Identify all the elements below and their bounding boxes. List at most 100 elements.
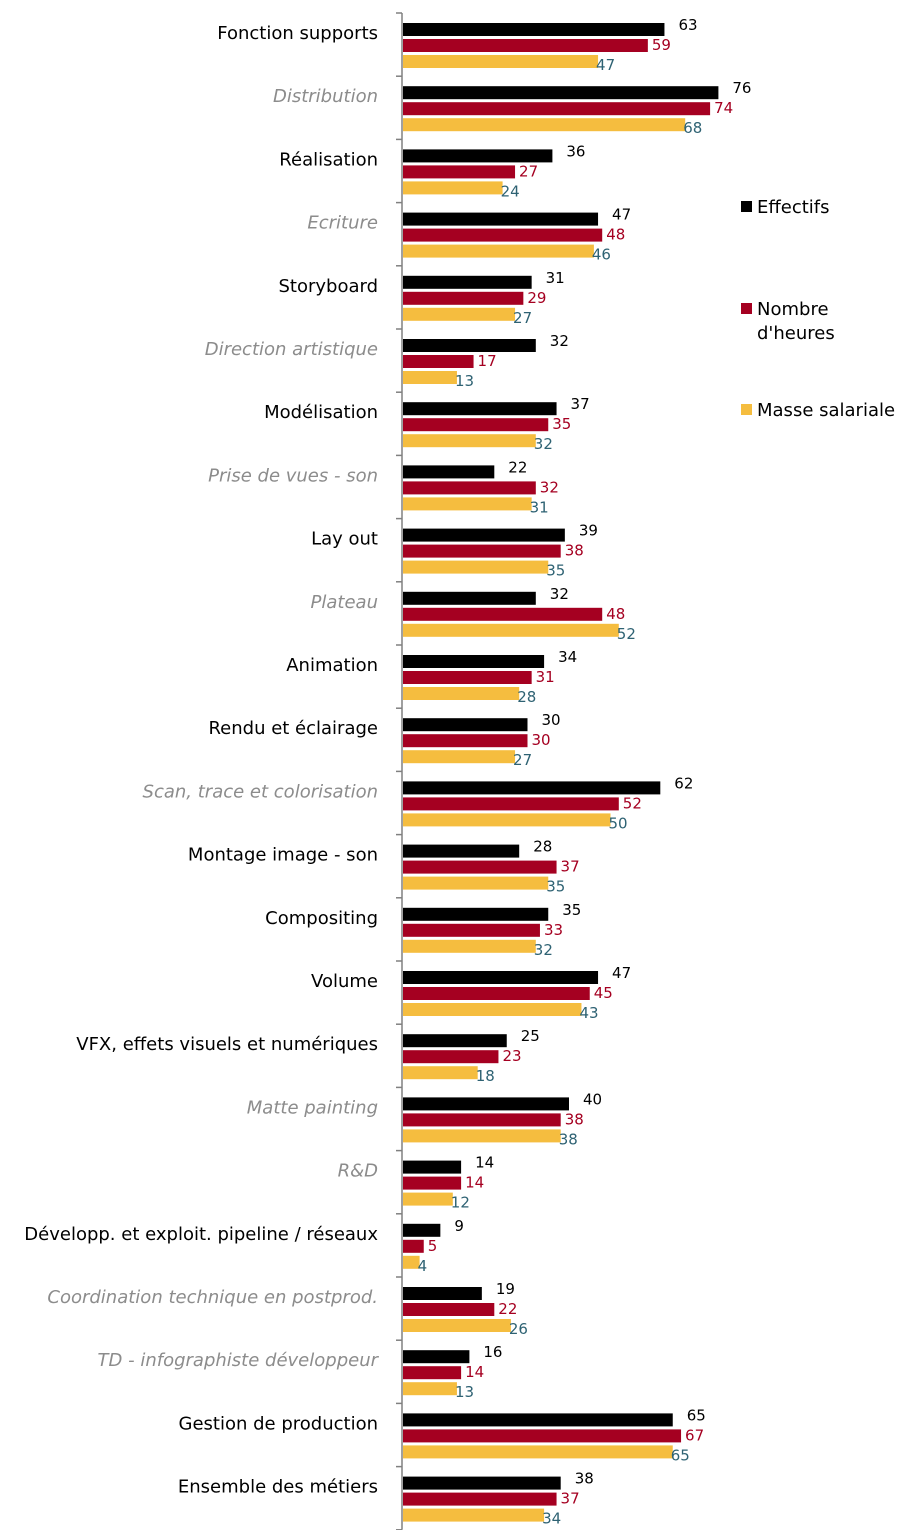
bar-effectifs-vfx-effets-visuels-et-numeriques	[403, 1034, 507, 1048]
value-label-effectifs-vfx-effets-visuels-et-numeriques: 25	[521, 1027, 540, 1045]
bar-nombre-d-heures-lay-out	[403, 544, 561, 558]
value-label-effectifs-ecriture: 47	[612, 206, 631, 224]
bar-effectifs-gestion-de-production	[403, 1413, 673, 1427]
bar-masse-salariale-modelisation	[403, 434, 536, 448]
value-label-masse-salariale-animation: 28	[517, 688, 536, 706]
bar-nombre-d-heures-modelisation	[403, 418, 549, 432]
category-label-scan-trace-et-colorisation: Scan, trace et colorisation	[143, 781, 378, 802]
bar-masse-salariale-coordination-technique-en-postprod	[403, 1319, 511, 1332]
value-label-effectifs-coordination-technique-en-postprod: 19	[496, 1280, 515, 1298]
value-label-masse-salariale-rendu-et-eclairage: 27	[513, 751, 532, 769]
value-label-masse-salariale-developp-et-exploit-pipeline-reseaux: 4	[418, 1257, 428, 1275]
value-label-nombre-d-heures-td-infographiste-developpeur: 14	[465, 1363, 484, 1381]
legend-label-nombre-d-heures: Nombre	[757, 299, 829, 320]
category-axis	[396, 12, 403, 1530]
bar-nombre-d-heures-plateau	[403, 607, 603, 621]
value-label-nombre-d-heures-matte-painting: 38	[565, 1110, 584, 1128]
value-label-nombre-d-heures-ensemble-des-metiers: 37	[561, 1490, 580, 1508]
bar-masse-salariale-direction-artistique	[403, 371, 457, 384]
value-label-nombre-d-heures-coordination-technique-en-postprod: 22	[498, 1300, 517, 1318]
value-label-masse-salariale-storyboard: 27	[513, 309, 532, 327]
value-label-masse-salariale-lay-out: 35	[546, 562, 565, 580]
value-label-effectifs-r-d: 14	[475, 1154, 494, 1172]
value-label-effectifs-modelisation: 37	[571, 395, 590, 413]
value-label-masse-salariale-td-infographiste-developpeur: 13	[455, 1383, 474, 1401]
bar-nombre-d-heures-scan-trace-et-colorisation	[403, 797, 619, 811]
value-label-effectifs-developp-et-exploit-pipeline-reseaux: 9	[454, 1217, 464, 1235]
bar-effectifs-td-infographiste-developpeur	[403, 1350, 470, 1364]
category-labels: Fonction supports Distribution Réalisation…	[24, 23, 379, 1498]
bar-effectifs-animation	[403, 655, 545, 668]
category-label-vfx-effets-visuels-et-numeriques: VFX, effets visuels et numériques	[76, 1034, 378, 1055]
value-label-effectifs-prise-de-vues-son: 22	[508, 458, 527, 476]
category-label-ensemble-des-metiers: Ensemble des métiers	[178, 1477, 378, 1498]
bar-nombre-d-heures-rendu-et-eclairage	[403, 734, 528, 748]
bar-effectifs-developp-et-exploit-pipeline-reseaux	[403, 1223, 441, 1237]
value-label-nombre-d-heures-realisation: 27	[519, 162, 538, 180]
value-label-nombre-d-heures-direction-artistique: 17	[478, 352, 497, 370]
value-label-effectifs-scan-trace-et-colorisation: 62	[674, 774, 693, 792]
bar-masse-salariale-td-infographiste-developpeur	[403, 1382, 457, 1396]
bar-nombre-d-heures-animation	[403, 671, 532, 684]
category-label-distribution: Distribution	[273, 86, 378, 107]
bars	[403, 23, 719, 1522]
bar-nombre-d-heures-prise-de-vues-son	[403, 481, 536, 495]
bar-nombre-d-heures-ensemble-des-metiers	[403, 1492, 557, 1506]
bar-effectifs-matte-painting	[403, 1097, 569, 1111]
value-label-masse-salariale-ecriture: 46	[592, 246, 611, 264]
value-label-masse-salariale-modelisation: 32	[534, 435, 553, 453]
category-label-animation: Animation	[286, 655, 378, 676]
bar-effectifs-volume	[403, 971, 599, 984]
bar-effectifs-distribution	[403, 86, 719, 100]
bar-effectifs-direction-artistique	[403, 339, 536, 352]
bar-masse-salariale-vfx-effets-visuels-et-numeriques	[403, 1066, 478, 1080]
bar-effectifs-prise-de-vues-son	[403, 465, 495, 479]
legend-label-masse-salariale: Masse salariale	[757, 400, 895, 421]
value-label-nombre-d-heures-volume: 45	[594, 984, 613, 1002]
category-label-rendu-et-eclairage: Rendu et éclairage	[208, 718, 378, 739]
value-label-nombre-d-heures-r-d: 14	[465, 1174, 484, 1192]
category-label-storyboard: Storyboard	[278, 276, 378, 297]
value-label-nombre-d-heures-developp-et-exploit-pipeline-reseaux: 5	[428, 1237, 438, 1255]
bar-effectifs-realisation	[403, 149, 553, 163]
value-label-masse-salariale-realisation: 24	[501, 182, 520, 200]
value-label-effectifs-montage-image-son: 28	[533, 838, 552, 856]
value-label-nombre-d-heures-compositing: 33	[544, 921, 563, 939]
bar-nombre-d-heures-gestion-de-production	[403, 1429, 682, 1443]
bar-masse-salariale-matte-painting	[403, 1129, 561, 1143]
value-label-nombre-d-heures-scan-trace-et-colorisation: 52	[623, 794, 642, 812]
value-label-effectifs-lay-out: 39	[579, 522, 598, 540]
value-label-effectifs-direction-artistique: 32	[550, 332, 569, 350]
category-label-compositing: Compositing	[265, 908, 378, 929]
legend-swatch-effectifs	[741, 201, 752, 212]
bar-masse-salariale-montage-image-son	[403, 876, 549, 890]
value-label-effectifs-td-infographiste-developpeur: 16	[483, 1343, 502, 1361]
value-label-effectifs-rendu-et-eclairage: 30	[542, 711, 561, 729]
category-label-ecriture: Ecriture	[307, 213, 378, 234]
bar-nombre-d-heures-td-infographiste-developpeur	[403, 1366, 462, 1380]
value-label-masse-salariale-ensemble-des-metiers: 34	[542, 1510, 561, 1528]
bar-masse-salariale-gestion-de-production	[403, 1445, 673, 1459]
value-label-effectifs-ensemble-des-metiers: 38	[575, 1470, 594, 1488]
value-label-nombre-d-heures-plateau: 48	[606, 605, 625, 623]
bar-effectifs-modelisation	[403, 402, 557, 416]
bar-nombre-d-heures-coordination-technique-en-postprod	[403, 1303, 495, 1316]
bar-masse-salariale-prise-de-vues-son	[403, 497, 532, 511]
value-label-effectifs-distribution: 76	[732, 79, 751, 97]
category-label-r-d: R&D	[338, 1161, 378, 1182]
value-label-masse-salariale-fonction-supports: 47	[596, 56, 615, 74]
value-label-nombre-d-heures-animation: 31	[536, 668, 555, 686]
value-labels: 6359477674683627244748463129273217133735…	[418, 16, 752, 1528]
bar-nombre-d-heures-ecriture	[403, 228, 603, 242]
value-label-masse-salariale-vfx-effets-visuels-et-numeriques: 18	[476, 1067, 495, 1085]
value-label-nombre-d-heures-vfx-effets-visuels-et-numeriques: 23	[502, 1047, 521, 1065]
value-label-effectifs-gestion-de-production: 65	[687, 1406, 706, 1424]
category-label-montage-image-son: Montage image - son	[188, 845, 378, 866]
bar-masse-salariale-compositing	[403, 939, 536, 953]
bar-nombre-d-heures-r-d	[403, 1176, 462, 1190]
value-label-nombre-d-heures-montage-image-son: 37	[561, 858, 580, 876]
bar-masse-salariale-ensemble-des-metiers	[403, 1508, 545, 1522]
bar-masse-salariale-r-d	[403, 1192, 453, 1206]
category-label-coordination-technique-en-postprod: Coordination technique en postprod.	[47, 1287, 378, 1308]
legend: Effectifs Nombre d'heures Masse salariale	[741, 197, 895, 421]
